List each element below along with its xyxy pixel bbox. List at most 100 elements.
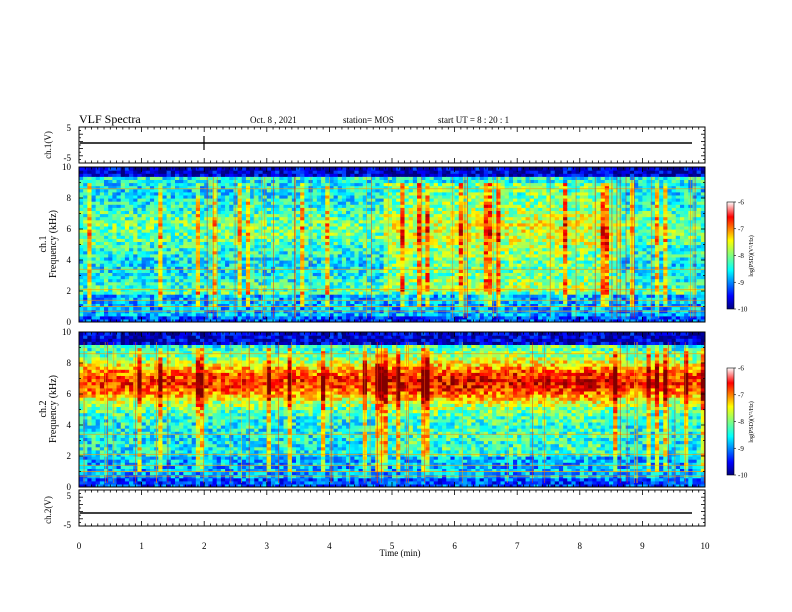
spectrogram-cell	[133, 232, 139, 236]
spectrogram-cell	[237, 170, 243, 174]
spectrogram-cell	[258, 188, 264, 193]
spectrogram-cell	[287, 278, 293, 283]
spectrogram-cell	[154, 179, 159, 184]
spectrogram-cell	[241, 306, 247, 311]
spectrogram-cell	[87, 173, 93, 177]
spectrogram-cell	[321, 173, 326, 177]
spectrogram-cell	[216, 318, 222, 322]
spectrogram-cell	[191, 213, 197, 218]
spectrogram-cell	[379, 294, 385, 298]
spectrogram-cell	[158, 204, 164, 208]
spectrogram-cell	[471, 260, 477, 264]
spectrogram-cell	[233, 232, 239, 236]
spectrogram-cell	[412, 194, 418, 199]
spectrogram-cell	[145, 191, 151, 196]
spectrogram-cell	[475, 294, 481, 298]
spectrogram-cell	[362, 188, 368, 193]
spectrogram-cell	[383, 238, 389, 242]
spectrogram-cell	[237, 278, 243, 283]
spectrogram-cell	[283, 250, 289, 255]
spectrogram-cell	[237, 284, 243, 289]
spectrogram-cell	[104, 303, 109, 308]
spectrogram-cell	[358, 219, 364, 224]
spectrogram-cell	[162, 216, 168, 221]
spectrogram-cell	[266, 232, 272, 236]
spectrogram-cell	[421, 284, 426, 289]
spectrogram-cell	[475, 291, 481, 295]
spectrogram-cell	[104, 247, 109, 252]
spectrogram-cell	[337, 250, 343, 255]
spectrogram-cell	[379, 260, 385, 264]
spectrogram-cell	[212, 176, 218, 180]
spectrogram-cell	[329, 250, 335, 255]
spectrogram-cell	[325, 312, 330, 317]
spectrogram-cell	[204, 241, 209, 246]
spectrogram-cell	[195, 216, 201, 221]
spectrogram-cell	[204, 182, 209, 187]
spectrogram-cell	[83, 179, 88, 184]
spectrogram-cell	[408, 250, 414, 255]
spectrogram-cell	[112, 229, 118, 233]
spectrogram-cell	[204, 198, 209, 202]
spectrogram-cell	[417, 278, 422, 283]
spectrogram-cell	[95, 297, 101, 301]
spectrogram-cell	[350, 167, 356, 171]
spectrogram-cell	[333, 238, 339, 242]
spectrogram-cell	[300, 210, 305, 215]
spectrogram-cell	[442, 244, 447, 249]
spectrogram-cell	[300, 263, 305, 267]
spectrogram-cell	[442, 297, 447, 301]
spectrogram-cell	[200, 315, 205, 320]
spectrogram-cell	[91, 210, 97, 215]
spectrogram-cell	[120, 306, 126, 311]
spectrogram-cell	[283, 207, 289, 211]
spectrogram-cell	[283, 297, 289, 301]
spectrogram-cell	[346, 201, 351, 205]
spectrogram-cell	[341, 213, 347, 218]
spectrogram-cell	[383, 219, 389, 224]
spectrogram-cell	[362, 204, 368, 208]
spectrogram-cell	[200, 179, 205, 184]
spectrogram-cell	[99, 284, 105, 289]
spectrogram-cell	[87, 269, 93, 273]
spectrogram-cell	[254, 294, 260, 298]
spectrogram-cell	[212, 312, 218, 317]
spectrogram-cell	[212, 269, 218, 273]
spectrogram-cell	[170, 312, 176, 317]
spectrogram-cell	[245, 198, 251, 202]
spectrogram-cell	[358, 182, 364, 187]
spectrogram-cell	[321, 222, 326, 227]
spectrogram-cell	[174, 315, 180, 320]
spectrogram-cell	[408, 225, 414, 230]
spectrogram-cell	[124, 247, 130, 252]
spectrogram-cell	[137, 294, 143, 298]
spectrogram-cell	[116, 188, 122, 193]
spectrogram-cell	[437, 272, 443, 277]
spectrogram-cell	[433, 179, 439, 184]
spectrogram-cell	[337, 269, 343, 273]
spectrogram-cell	[158, 281, 164, 286]
spectrogram-cell	[83, 173, 88, 177]
spectrogram-cell	[133, 173, 139, 177]
spectrogram-cell	[208, 188, 214, 193]
spectrogram-cell	[371, 312, 376, 317]
spectrogram-cell	[112, 253, 118, 258]
spectrogram-cell	[325, 284, 330, 289]
spectrogram-cell	[95, 275, 101, 280]
spectrogram-cell	[329, 213, 335, 218]
spectrogram-cell	[300, 291, 305, 295]
spectrogram-cell	[279, 312, 285, 317]
spectrogram-cell	[358, 253, 364, 258]
spectrogram-cell	[300, 272, 305, 277]
spectrogram-cell	[379, 250, 385, 255]
spectrogram-cell	[458, 306, 464, 311]
spectrogram-cell	[262, 173, 268, 177]
spectrogram-cell	[79, 222, 84, 227]
spectrogram-cell	[400, 303, 406, 308]
spectrogram-cell	[458, 284, 464, 289]
spectrogram-cell	[442, 191, 447, 196]
spectrogram-cell	[112, 225, 118, 230]
spectrogram-cell	[212, 191, 218, 196]
spectrogram-cell	[208, 173, 214, 177]
spectrogram-cell	[174, 176, 180, 180]
